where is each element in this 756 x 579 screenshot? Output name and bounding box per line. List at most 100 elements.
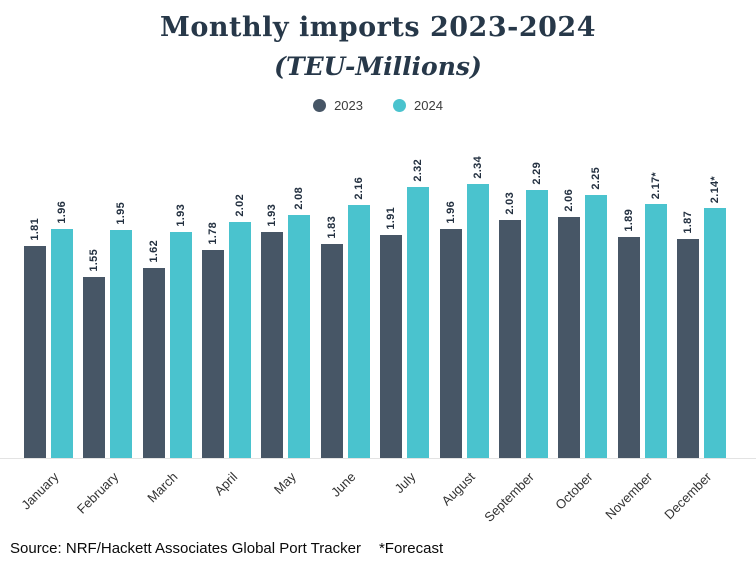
- bar-col: 2.08: [288, 187, 311, 459]
- bar-value-label: 2.16: [352, 177, 365, 201]
- bar-value-label: 1.95: [115, 202, 128, 226]
- bar-col: 2.02: [229, 194, 252, 459]
- bar-2023-december: [676, 239, 699, 459]
- bar-value-label: 1.96: [56, 201, 68, 225]
- x-axis-label-august: August: [438, 469, 478, 509]
- month-group-february: 1.55 1.95: [83, 202, 133, 459]
- bar-value-label: 2.17*: [649, 171, 662, 200]
- bar-value-label: 1.91: [385, 207, 398, 231]
- chart-page: Monthly imports 2023-2024 (TEU-Millions)…: [0, 12, 756, 557]
- bar-col: 1.78: [202, 222, 225, 459]
- legend-label: 2024: [414, 97, 443, 113]
- bar-value-label: 2.03: [503, 192, 516, 216]
- bar-2024-april: [229, 222, 252, 459]
- bar-col: 2.06: [558, 189, 581, 459]
- source-line: Source: NRF/Hackett Associates Global Po…: [0, 540, 756, 557]
- bar-2024-march: [169, 232, 192, 459]
- x-axis-label-december: December: [661, 469, 715, 523]
- bar-value-label: 2.32: [412, 159, 425, 183]
- legend-swatch-icon: [313, 98, 327, 112]
- bar-col: 1.89: [617, 209, 640, 459]
- bar-value-label: 2.08: [293, 187, 306, 211]
- bar-col: 2.14*: [703, 175, 726, 459]
- x-axis-label-october: October: [552, 469, 597, 513]
- x-axis-label-july: July: [391, 469, 418, 497]
- x-axis-label-february: February: [73, 469, 122, 517]
- legend-item-2024: 2024: [393, 98, 443, 113]
- x-axis-label-may: May: [271, 469, 300, 498]
- x-axis-label-april: April: [210, 469, 240, 499]
- month-group-october: 2.06 2.25: [558, 167, 608, 459]
- month-group-march: 1.62 1.93: [142, 204, 192, 459]
- bar-2024-november: [644, 204, 667, 459]
- bar-2023-october: [558, 217, 581, 459]
- month-group-december: 1.87 2.14*: [676, 175, 726, 459]
- bar-2024-september: [525, 190, 548, 459]
- bar-col: 1.55: [83, 249, 106, 459]
- bar-col: 1.95: [110, 202, 133, 459]
- bar-value-label: 1.87: [681, 211, 694, 235]
- bar-2024-august: [466, 184, 489, 459]
- month-group-september: 2.03 2.29: [498, 162, 548, 459]
- chart-subtitle: (TEU-Millions): [274, 52, 482, 82]
- bar-2024-june: [347, 205, 370, 459]
- bar-value-label: 2.06: [563, 189, 576, 213]
- x-axis-label-november: November: [602, 469, 656, 523]
- bar-2024-october: [585, 195, 608, 459]
- legend-label: 2023: [334, 97, 363, 113]
- bar-col: 2.29: [525, 162, 548, 459]
- bar-col: 2.17*: [644, 171, 667, 459]
- bar-2023-august: [439, 229, 462, 459]
- month-group-may: 1.93 2.08: [261, 187, 311, 459]
- bar-2024-january: [51, 229, 73, 459]
- bar-value-label: 2.02: [234, 194, 247, 218]
- chart-area: 1.81 1.96 1.55 1.95 1.62 1.93 1.78 2.02 1.93 2.08…: [0, 123, 756, 537]
- bar-value-label: 2.34: [471, 156, 484, 180]
- bar-col: 1.81: [24, 218, 46, 459]
- bar-value-label: 2.25: [590, 167, 603, 191]
- month-group-november: 1.89 2.17*: [617, 171, 667, 459]
- x-axis-labels: January February March April May June July Augu…: [0, 459, 756, 537]
- month-group-april: 1.78 2.02: [202, 194, 252, 459]
- bar-col: 1.96: [51, 201, 73, 459]
- source-text: Source: NRF/Hackett Associates Global Po…: [10, 540, 361, 558]
- bar-2023-february: [83, 277, 106, 459]
- month-group-january: 1.81 1.96: [24, 201, 73, 459]
- bar-col: 1.91: [380, 207, 403, 459]
- bar-value-label: 1.81: [29, 218, 41, 242]
- forecast-note: *Forecast: [378, 540, 444, 558]
- bar-col: 1.96: [439, 201, 462, 459]
- bar-col: 2.03: [498, 192, 521, 459]
- bar-col: 1.87: [676, 211, 699, 459]
- bar-value-label: 1.83: [325, 216, 338, 240]
- bar-2024-july: [407, 187, 430, 459]
- bar-value-label: 1.96: [444, 201, 457, 225]
- bar-col: 1.62: [142, 240, 165, 459]
- bar-2023-january: [24, 246, 46, 459]
- month-group-june: 1.83 2.16: [320, 177, 370, 459]
- x-axis-label-september: September: [481, 469, 537, 525]
- bar-2024-may: [288, 215, 311, 459]
- bar-2023-may: [261, 232, 284, 459]
- bar-value-label: 2.29: [530, 162, 543, 186]
- bar-2023-july: [380, 235, 403, 459]
- bar-col: 2.16: [347, 177, 370, 459]
- bar-2023-june: [320, 244, 343, 459]
- bar-value-label: 1.89: [622, 209, 635, 233]
- bar-2023-november: [617, 237, 640, 459]
- bar-2024-december: [703, 208, 726, 459]
- bar-col: 1.93: [261, 204, 284, 459]
- x-axis-label-march: March: [144, 469, 181, 506]
- bar-value-label: 1.78: [207, 222, 220, 246]
- bar-value-label: 2.14*: [708, 175, 721, 204]
- bar-value-label: 1.55: [88, 249, 101, 273]
- bar-2023-march: [142, 268, 165, 459]
- bars-row: 1.81 1.96 1.55 1.95 1.62 1.93 1.78 2.02 1.93 2.08…: [0, 123, 756, 460]
- bar-value-label: 1.93: [174, 204, 187, 228]
- bar-col: 2.25: [585, 167, 608, 459]
- x-axis-label-june: June: [328, 469, 359, 500]
- legend-item-2023: 2023: [313, 98, 363, 113]
- bar-col: 1.83: [320, 216, 343, 459]
- bar-col: 2.34: [466, 156, 489, 459]
- bar-col: 1.93: [169, 204, 192, 459]
